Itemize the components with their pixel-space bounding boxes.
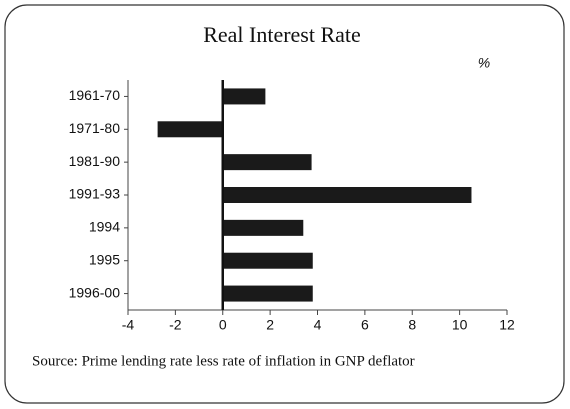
x-tick-label: 2	[266, 317, 274, 333]
y-tick-label: 1961-70	[69, 87, 121, 103]
x-tick-label: -2	[169, 317, 182, 333]
unit-label: %	[478, 55, 490, 71]
x-tick-label: -4	[122, 317, 135, 333]
x-tick-label: 8	[408, 317, 416, 333]
bar	[222, 154, 312, 171]
x-tick-label: 10	[452, 317, 468, 333]
bar	[157, 121, 223, 138]
x-tick-label: 0	[219, 317, 227, 333]
frame	[4, 4, 565, 404]
y-tick-label: 1981-90	[69, 153, 121, 169]
y-tick-label: 1994	[89, 219, 120, 235]
bar	[222, 285, 313, 302]
bar	[222, 187, 472, 203]
y-tick-label: 1996-00	[69, 284, 121, 300]
x-tick-label: 4	[314, 317, 322, 333]
y-tick-label: 1971-80	[69, 120, 121, 136]
source-note: Source: Prime lending rate less rate of …	[32, 353, 415, 369]
chart-title: Real Interest Rate	[203, 22, 361, 47]
x-tick-label: 6	[361, 317, 369, 333]
y-tick-label: 1995	[89, 251, 120, 267]
bar	[222, 252, 313, 269]
bar	[222, 219, 304, 236]
x-tick-label: 12	[499, 317, 515, 333]
bar	[222, 88, 266, 105]
y-tick-label: 1991-93	[69, 186, 121, 202]
